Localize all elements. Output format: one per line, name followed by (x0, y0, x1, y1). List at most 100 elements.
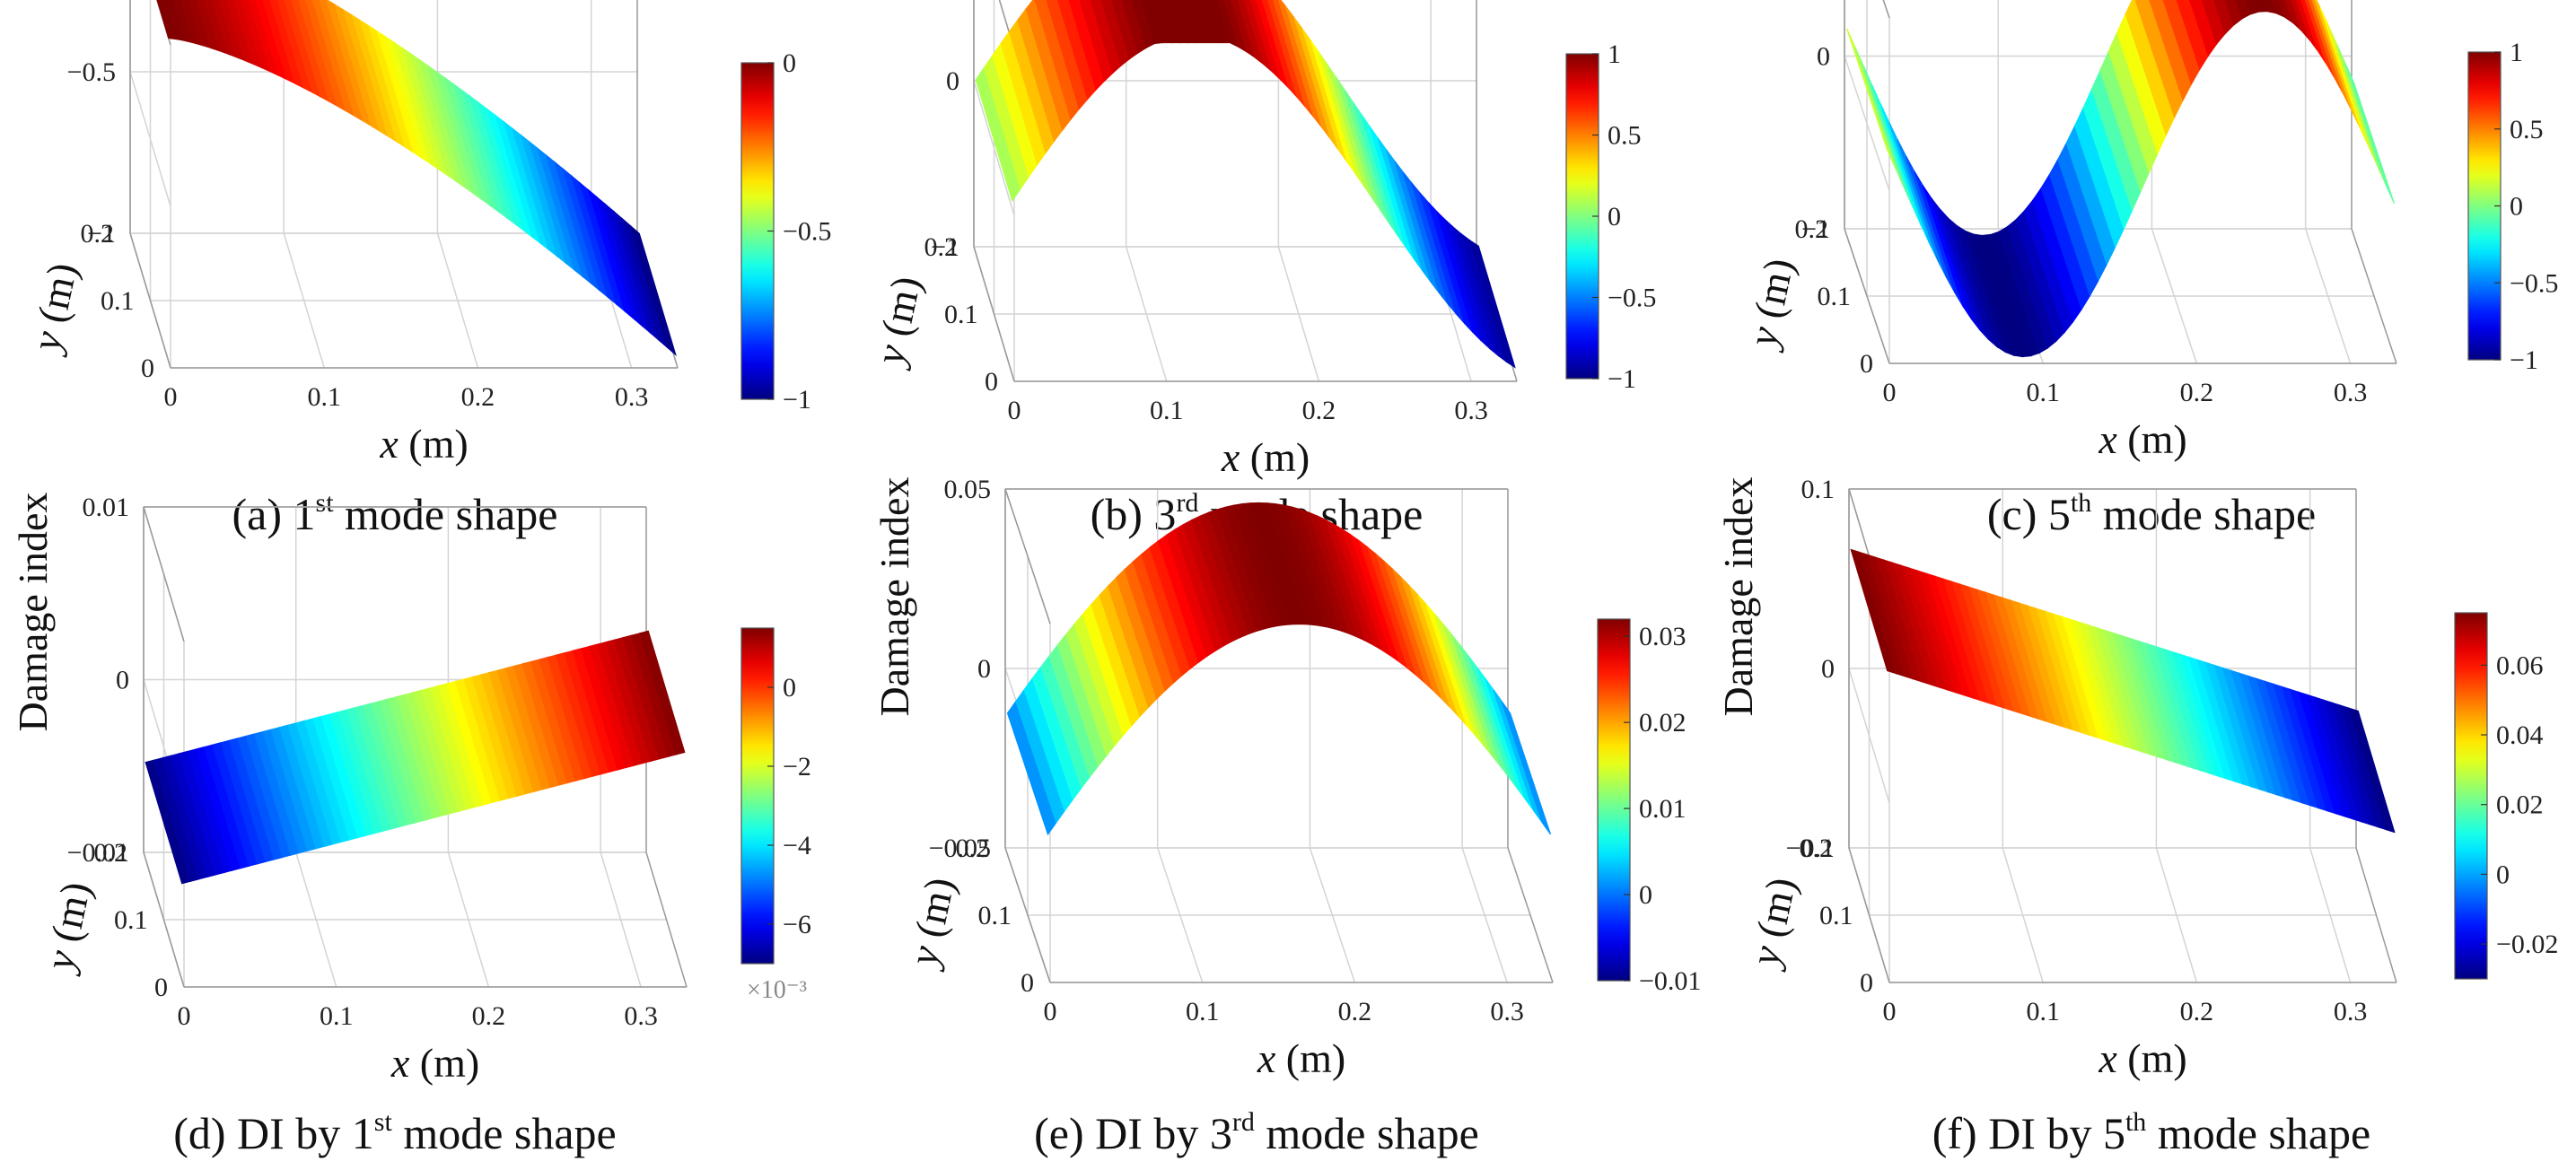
colorbar-gradient (1597, 618, 1631, 982)
surface-patch (1141, 0, 1164, 45)
surface-patch (291, 0, 330, 103)
surface-patch (639, 630, 686, 755)
y-tick-label: 0 (1860, 349, 1873, 379)
x-tick-label: 0.3 (624, 1001, 658, 1031)
surface-patch (284, 0, 322, 99)
colorbar-tick-label: −4 (783, 831, 811, 860)
surface-patch (1191, 0, 1214, 44)
colorbar-tick-label: 1 (1608, 39, 1621, 69)
surface-patch (1183, 0, 1206, 44)
surface-patch (1131, 0, 1156, 49)
x-tick-label: 0.2 (461, 382, 495, 412)
colorbar-gradient (2454, 612, 2488, 980)
z-tick-label: −1 (1801, 214, 1830, 244)
surface-patch (2344, 63, 2396, 205)
surface-patch (211, 0, 238, 58)
surface-patch (196, 0, 221, 52)
surface-patch (1158, 0, 1181, 44)
y-tick-label: 0 (154, 973, 168, 1002)
surface-patch (1249, 0, 1282, 82)
colorbar-tick-label: 0.01 (1639, 794, 1687, 824)
z-tick-label: 0.05 (944, 475, 992, 504)
surface-patch (2304, 0, 2336, 79)
surface-patch (1223, 0, 1249, 54)
surface (975, 0, 1516, 369)
x-tick-label: 0.2 (2180, 378, 2214, 407)
panel-caption: (f) DI by 5th mode shape (1932, 1107, 2371, 1158)
x-tick-label: 0 (1044, 997, 1057, 1026)
surface-patch (2134, 0, 2184, 119)
surface-patch (1273, 0, 1315, 118)
surface-patch (1166, 0, 1189, 44)
surface-patch (304, 0, 347, 112)
y-tick-label: 0 (1021, 968, 1034, 998)
surface-patch (1068, 0, 1106, 92)
y-axis-label: y (m) (1739, 254, 1802, 354)
x-tick-label: 0 (178, 1001, 191, 1031)
colorbar: −0.01 0 0.01 0.02 0.03 (1597, 618, 1701, 996)
y-tick-label: 0.1 (978, 901, 1012, 930)
surface-patch (1256, 0, 1290, 89)
colorbar-tick-label: −1 (1608, 364, 1636, 394)
surface-patch (1501, 701, 1552, 835)
x-tick-label: 0.2 (1302, 396, 1336, 425)
y-tick-label: 0.2 (81, 219, 115, 249)
surface-patch (2201, 0, 2226, 46)
z-axis-label: Damage index (872, 477, 917, 717)
x-axis-label: x (m) (1257, 1035, 1345, 1081)
surface (145, 630, 686, 885)
colorbar-tick-label: −0.5 (1608, 284, 1656, 313)
surface-patch (225, 0, 254, 65)
x-tick-label: 0.1 (1186, 997, 1220, 1026)
surface-patch (2300, 0, 2327, 65)
x-tick-label: 0.3 (615, 382, 649, 412)
surface-patch (262, 0, 296, 85)
x-axis-label: x (m) (390, 1040, 479, 1086)
axes-box (1847, 488, 2397, 983)
surface-patch (164, 0, 187, 42)
y-axis-label: y (m) (35, 878, 99, 977)
colorbar: −6 −4 −2 0 ×10⁻³ (740, 627, 811, 1004)
surface-patch (2278, 0, 2294, 24)
colorbar-tick-label: 0.06 (2496, 650, 2544, 680)
surface-patch (629, 224, 677, 357)
z-tick-label: −0.1 (1786, 834, 1835, 863)
colorbar-tick-label: 0.02 (2496, 790, 2544, 820)
x-tick-label: 0 (1008, 396, 1021, 425)
z-axis-label: Damage index (10, 493, 56, 732)
colorbar-tick-label: −0.5 (783, 217, 831, 247)
panel-f: 0 0.1 0.2 0.300.10.2−0.100.1x (m)y (m)Damag… (1715, 475, 2558, 1158)
surface-patch (2295, 0, 2319, 52)
surface-patch (180, 0, 204, 47)
y-tick-label: 0.1 (944, 300, 978, 329)
surface-patch (255, 0, 288, 81)
colorbar-tick-label: −2 (783, 752, 811, 781)
z-tick-label: 0.1 (1801, 475, 1836, 504)
surface-patch (2176, 0, 2209, 71)
x-axis-label: x (m) (2098, 1035, 2186, 1081)
panel-b: 00.10.20.300.10.2−101x (m)y (m)z−1−0.500… (865, 0, 1656, 539)
y-tick-label: 0 (985, 367, 998, 397)
x-tick-label: 0.2 (1338, 997, 1372, 1026)
surface-patch (218, 0, 246, 62)
panel-caption: (d) DI by 1st mode shape (173, 1107, 617, 1158)
colorbar-tick-label: 0 (2496, 860, 2510, 889)
y-tick-label: 0 (1860, 968, 1873, 998)
colorbar-gradient (740, 627, 775, 965)
surface-patch (1121, 0, 1147, 54)
x-tick-label: 0.1 (2026, 378, 2060, 407)
surface (1850, 548, 2396, 834)
y-tick-label: 0.2 (956, 834, 990, 863)
surface-patch (1216, 0, 1240, 48)
colorbar-tick-label: −0.5 (2510, 268, 2558, 298)
colorbar: −1 −0.5 0 0.5 1 (2467, 38, 2558, 375)
surface-patch (2308, 0, 2344, 95)
colorbar-tick-label: 1 (2510, 38, 2523, 67)
y-axis-label: y (m) (899, 873, 963, 973)
surface-patch (2189, 0, 2218, 57)
colorbar: −1 −0.5 0 (740, 48, 831, 415)
surface-patch (232, 0, 263, 69)
surface-patch (156, 0, 179, 40)
